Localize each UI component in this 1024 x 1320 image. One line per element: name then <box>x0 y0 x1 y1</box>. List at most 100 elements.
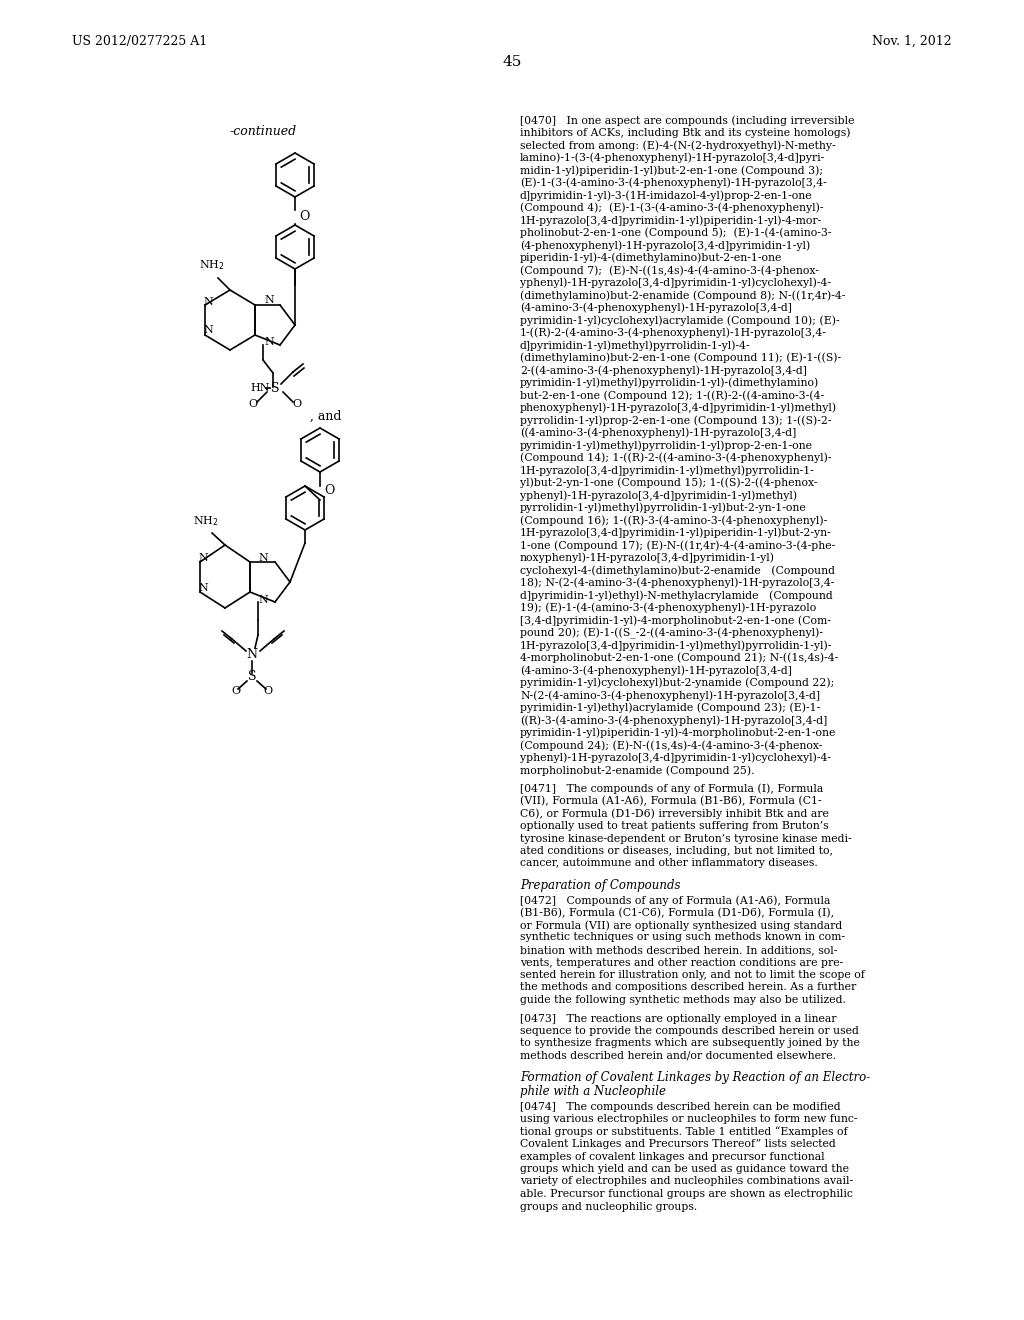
Text: US 2012/0277225 A1: US 2012/0277225 A1 <box>72 36 207 48</box>
Text: N: N <box>247 648 257 661</box>
Text: 1H-pyrazolo[3,4-d]pyrimidin-1-yl)methyl)pyrrolidin-1-yl)-: 1H-pyrazolo[3,4-d]pyrimidin-1-yl)methyl)… <box>520 640 833 651</box>
Text: guide the following synthetic methods may also be utilized.: guide the following synthetic methods ma… <box>520 995 846 1005</box>
Text: the methods and compositions described herein. As a further: the methods and compositions described h… <box>520 982 856 993</box>
Text: inhibitors of ACKs, including Btk and its cysteine homologs): inhibitors of ACKs, including Btk and it… <box>520 128 851 139</box>
Text: groups which yield and can be used as guidance toward the: groups which yield and can be used as gu… <box>520 1164 849 1173</box>
Text: (Compound 24); (E)-N-((1s,4s)-4-(4-amino-3-(4-phenox-: (Compound 24); (E)-N-((1s,4s)-4-(4-amino… <box>520 741 822 751</box>
Text: N: N <box>264 337 273 347</box>
Text: pound 20); (E)-1-((S_-2-((4-amino-3-(4-phenoxyphenyl)-: pound 20); (E)-1-((S_-2-((4-amino-3-(4-p… <box>520 627 823 639</box>
Text: [3,4-d]pyrimidin-1-yl)-4-morpholinobut-2-en-1-one (Com-: [3,4-d]pyrimidin-1-yl)-4-morpholinobut-2… <box>520 615 830 626</box>
Text: pholinobut-2-en-1-one (Compound 5);  (E)-1-(4-(amino-3-: pholinobut-2-en-1-one (Compound 5); (E)-… <box>520 227 831 238</box>
Text: O: O <box>299 210 309 223</box>
Text: O: O <box>263 686 272 696</box>
Text: N: N <box>264 294 273 305</box>
Text: 45: 45 <box>503 55 521 69</box>
Text: O: O <box>293 399 301 409</box>
Text: lamino)-1-(3-(4-phenoxyphenyl)-1H-pyrazolo[3,4-d]pyri-: lamino)-1-(3-(4-phenoxyphenyl)-1H-pyrazo… <box>520 153 825 164</box>
Text: sequence to provide the compounds described herein or used: sequence to provide the compounds descri… <box>520 1026 859 1036</box>
Text: ((R)-3-(4-amino-3-(4-phenoxyphenyl)-1H-pyrazolo[3,4-d]: ((R)-3-(4-amino-3-(4-phenoxyphenyl)-1H-p… <box>520 715 827 726</box>
Text: groups and nucleophilic groups.: groups and nucleophilic groups. <box>520 1201 697 1212</box>
Text: examples of covalent linkages and precursor functional: examples of covalent linkages and precur… <box>520 1151 824 1162</box>
Text: [0473]   The reactions are optionally employed in a linear: [0473] The reactions are optionally empl… <box>520 1014 837 1023</box>
Text: pyrrolidin-1-yl)methyl)pyrrolidin-1-yl)but-2-yn-1-one: pyrrolidin-1-yl)methyl)pyrrolidin-1-yl)b… <box>520 503 807 513</box>
Text: pyrrolidin-1-yl)prop-2-en-1-one (Compound 13); 1-((S)-2-: pyrrolidin-1-yl)prop-2-en-1-one (Compoun… <box>520 414 831 425</box>
Text: pyrimidin-1-yl)methyl)pyrrolidin-1-yl)prop-2-en-1-one: pyrimidin-1-yl)methyl)pyrrolidin-1-yl)pr… <box>520 440 813 450</box>
Text: (4-amino-3-(4-phenoxyphenyl)-1H-pyrazolo[3,4-d]: (4-amino-3-(4-phenoxyphenyl)-1H-pyrazolo… <box>520 302 792 313</box>
Text: using various electrophiles or nucleophiles to form new func-: using various electrophiles or nucleophi… <box>520 1114 857 1125</box>
Text: (dimethylamino)but-2-enamide (Compound 8); N-((1r,4r)-4-: (dimethylamino)but-2-enamide (Compound 8… <box>520 290 846 301</box>
Text: (VII), Formula (A1-A6), Formula (B1-B6), Formula (C1-: (VII), Formula (A1-A6), Formula (B1-B6),… <box>520 796 821 807</box>
Text: [0472]   Compounds of any of Formula (A1-A6), Formula: [0472] Compounds of any of Formula (A1-A… <box>520 895 830 906</box>
Text: phile with a Nucleophile: phile with a Nucleophile <box>520 1085 666 1098</box>
Text: pyrimidin-1-yl)piperidin-1-yl)-4-morpholinobut-2-en-1-one: pyrimidin-1-yl)piperidin-1-yl)-4-morphol… <box>520 727 837 738</box>
Text: C6), or Formula (D1-D6) irreversibly inhibit Btk and are: C6), or Formula (D1-D6) irreversibly inh… <box>520 808 828 820</box>
Text: 1H-pyrazolo[3,4-d]pyrimidin-1-yl)piperidin-1-yl)-4-mor-: 1H-pyrazolo[3,4-d]pyrimidin-1-yl)piperid… <box>520 215 822 226</box>
Text: cyclohexyl-4-(dimethylamino)but-2-enamide   (Compound: cyclohexyl-4-(dimethylamino)but-2-enamid… <box>520 565 835 576</box>
Text: tyrosine kinase-dependent or Bruton’s tyrosine kinase medi-: tyrosine kinase-dependent or Bruton’s ty… <box>520 833 852 843</box>
Text: bination with methods described herein. In additions, sol-: bination with methods described herein. … <box>520 945 838 954</box>
Text: [0470]   In one aspect are compounds (including irreversible: [0470] In one aspect are compounds (incl… <box>520 115 854 125</box>
Text: (Compound 14); 1-((R)-2-((4-amino-3-(4-phenoxyphenyl)-: (Compound 14); 1-((R)-2-((4-amino-3-(4-p… <box>520 453 831 463</box>
Text: yphenyl)-1H-pyrazolo[3,4-d]pyrimidin-1-yl)cyclohexyl)-4-: yphenyl)-1H-pyrazolo[3,4-d]pyrimidin-1-y… <box>520 277 831 288</box>
Text: vents, temperatures and other reaction conditions are pre-: vents, temperatures and other reaction c… <box>520 957 843 968</box>
Text: (4-phenoxyphenyl)-1H-pyrazolo[3,4-d]pyrimidin-1-yl): (4-phenoxyphenyl)-1H-pyrazolo[3,4-d]pyri… <box>520 240 810 251</box>
Text: pyrimidin-1-yl)ethyl)acrylamide (Compound 23); (E)-1-: pyrimidin-1-yl)ethyl)acrylamide (Compoun… <box>520 702 820 713</box>
Text: 1-one (Compound 17); (E)-N-((1r,4r)-4-(4-amino-3-(4-phe-: 1-one (Compound 17); (E)-N-((1r,4r)-4-(4… <box>520 540 836 550</box>
Text: variety of electrophiles and nucleophiles combinations avail-: variety of electrophiles and nucleophile… <box>520 1176 853 1187</box>
Text: d]pyrimidin-1-yl)-3-(1H-imidazol-4-yl)prop-2-en-1-one: d]pyrimidin-1-yl)-3-(1H-imidazol-4-yl)pr… <box>520 190 813 201</box>
Text: S: S <box>248 671 256 684</box>
Text: (4-amino-3-(4-phenoxyphenyl)-1H-pyrazolo[3,4-d]: (4-amino-3-(4-phenoxyphenyl)-1H-pyrazolo… <box>520 665 792 676</box>
Text: 2-((4-amino-3-(4-phenoxyphenyl)-1H-pyrazolo[3,4-d]: 2-((4-amino-3-(4-phenoxyphenyl)-1H-pyraz… <box>520 366 807 376</box>
Text: S: S <box>270 381 280 395</box>
Text: N: N <box>203 325 213 335</box>
Text: able. Precursor functional groups are shown as electrophilic: able. Precursor functional groups are sh… <box>520 1189 853 1199</box>
Text: -continued: -continued <box>230 125 297 139</box>
Text: noxyphenyl)-1H-pyrazolo[3,4-d]pyrimidin-1-yl): noxyphenyl)-1H-pyrazolo[3,4-d]pyrimidin-… <box>520 553 775 564</box>
Text: d]pyrimidin-1-yl)ethyl)-N-methylacrylamide   (Compound: d]pyrimidin-1-yl)ethyl)-N-methylacrylami… <box>520 590 833 601</box>
Text: pyrimidin-1-yl)methyl)pyrrolidin-1-yl)-(dimethylamino): pyrimidin-1-yl)methyl)pyrrolidin-1-yl)-(… <box>520 378 819 388</box>
Text: selected from among: (E)-4-(N-(2-hydroxyethyl)-N-methy-: selected from among: (E)-4-(N-(2-hydroxy… <box>520 140 836 150</box>
Text: NH$_2$: NH$_2$ <box>194 515 219 528</box>
Text: HN: HN <box>250 383 269 393</box>
Text: N: N <box>198 553 208 564</box>
Text: ((4-amino-3-(4-phenoxyphenyl)-1H-pyrazolo[3,4-d]: ((4-amino-3-(4-phenoxyphenyl)-1H-pyrazol… <box>520 428 797 438</box>
Text: O: O <box>249 399 258 409</box>
Text: yphenyl)-1H-pyrazolo[3,4-d]pyrimidin-1-yl)methyl): yphenyl)-1H-pyrazolo[3,4-d]pyrimidin-1-y… <box>520 490 797 500</box>
Text: [0471]   The compounds of any of Formula (I), Formula: [0471] The compounds of any of Formula (… <box>520 784 823 795</box>
Text: pyrimidin-1-yl)cyclohexyl)but-2-ynamide (Compound 22);: pyrimidin-1-yl)cyclohexyl)but-2-ynamide … <box>520 677 835 688</box>
Text: to synthesize fragments which are subsequently joined by the: to synthesize fragments which are subseq… <box>520 1039 860 1048</box>
Text: sented herein for illustration only, and not to limit the scope of: sented herein for illustration only, and… <box>520 970 865 979</box>
Text: , and: , and <box>310 411 341 422</box>
Text: phenoxyphenyl)-1H-pyrazolo[3,4-d]pyrimidin-1-yl)methyl): phenoxyphenyl)-1H-pyrazolo[3,4-d]pyrimid… <box>520 403 838 413</box>
Text: (E)-1-(3-(4-amino-3-(4-phenoxyphenyl)-1H-pyrazolo[3,4-: (E)-1-(3-(4-amino-3-(4-phenoxyphenyl)-1H… <box>520 177 826 187</box>
Text: morpholinobut-2-enamide (Compound 25).: morpholinobut-2-enamide (Compound 25). <box>520 766 755 776</box>
Text: 1H-pyrazolo[3,4-d]pyrimidin-1-yl)piperidin-1-yl)but-2-yn-: 1H-pyrazolo[3,4-d]pyrimidin-1-yl)piperid… <box>520 528 831 539</box>
Text: but-2-en-1-one (Compound 12); 1-((R)-2-((4-amino-3-(4-: but-2-en-1-one (Compound 12); 1-((R)-2-(… <box>520 389 824 400</box>
Text: (Compound 16); 1-((R)-3-(4-amino-3-(4-phenoxyphenyl)-: (Compound 16); 1-((R)-3-(4-amino-3-(4-ph… <box>520 515 827 525</box>
Text: O: O <box>231 686 241 696</box>
Text: (B1-B6), Formula (C1-C6), Formula (D1-D6), Formula (I),: (B1-B6), Formula (C1-C6), Formula (D1-D6… <box>520 908 835 917</box>
Text: cancer, autoimmune and other inflammatory diseases.: cancer, autoimmune and other inflammator… <box>520 858 818 869</box>
Text: O: O <box>324 483 335 496</box>
Text: piperidin-1-yl)-4-(dimethylamino)but-2-en-1-one: piperidin-1-yl)-4-(dimethylamino)but-2-e… <box>520 252 782 263</box>
Text: optionally used to treat patients suffering from Bruton’s: optionally used to treat patients suffer… <box>520 821 828 832</box>
Text: N: N <box>198 583 208 593</box>
Text: methods described herein and/or documented elsewhere.: methods described herein and/or document… <box>520 1051 836 1061</box>
Text: 18); N-(2-(4-amino-3-(4-phenoxyphenyl)-1H-pyrazolo[3,4-: 18); N-(2-(4-amino-3-(4-phenoxyphenyl)-1… <box>520 578 835 589</box>
Text: N: N <box>258 595 268 605</box>
Text: (Compound 4);  (E)-1-(3-(4-amino-3-(4-phenoxyphenyl)-: (Compound 4); (E)-1-(3-(4-amino-3-(4-phe… <box>520 202 823 213</box>
Text: 19); (E)-1-(4-(amino-3-(4-phenoxyphenyl)-1H-pyrazolo: 19); (E)-1-(4-(amino-3-(4-phenoxyphenyl)… <box>520 602 816 612</box>
Text: [0474]   The compounds described herein can be modified: [0474] The compounds described herein ca… <box>520 1101 841 1111</box>
Text: 1-((R)-2-(4-amino-3-(4-phenoxyphenyl)-1H-pyrazolo[3,4-: 1-((R)-2-(4-amino-3-(4-phenoxyphenyl)-1H… <box>520 327 826 338</box>
Text: d]pyrimidin-1-yl)methyl)pyrrolidin-1-yl)-4-: d]pyrimidin-1-yl)methyl)pyrrolidin-1-yl)… <box>520 341 751 351</box>
Text: pyrimidin-1-yl)cyclohexyl)acrylamide (Compound 10); (E)-: pyrimidin-1-yl)cyclohexyl)acrylamide (Co… <box>520 315 840 326</box>
Text: yl)but-2-yn-1-one (Compound 15); 1-((S)-2-((4-phenox-: yl)but-2-yn-1-one (Compound 15); 1-((S)-… <box>520 478 817 488</box>
Text: 1H-pyrazolo[3,4-d]pyrimidin-1-yl)methyl)pyrrolidin-1-: 1H-pyrazolo[3,4-d]pyrimidin-1-yl)methyl)… <box>520 465 815 475</box>
Text: ated conditions or diseases, including, but not limited to,: ated conditions or diseases, including, … <box>520 846 833 855</box>
Text: Formation of Covalent Linkages by Reaction of an Electro-: Formation of Covalent Linkages by Reacti… <box>520 1072 870 1085</box>
Text: (Compound 7);  (E)-N-((1s,4s)-4-(4-amino-3-(4-phenox-: (Compound 7); (E)-N-((1s,4s)-4-(4-amino-… <box>520 265 819 276</box>
Text: (dimethylamino)but-2-en-1-one (Compound 11); (E)-1-((S)-: (dimethylamino)but-2-en-1-one (Compound … <box>520 352 841 363</box>
Text: N: N <box>203 297 213 308</box>
Text: midin-1-yl)piperidin-1-yl)but-2-en-1-one (Compound 3);: midin-1-yl)piperidin-1-yl)but-2-en-1-one… <box>520 165 823 176</box>
Text: tional groups or substituents. Table 1 entitled “Examples of: tional groups or substituents. Table 1 e… <box>520 1126 848 1138</box>
